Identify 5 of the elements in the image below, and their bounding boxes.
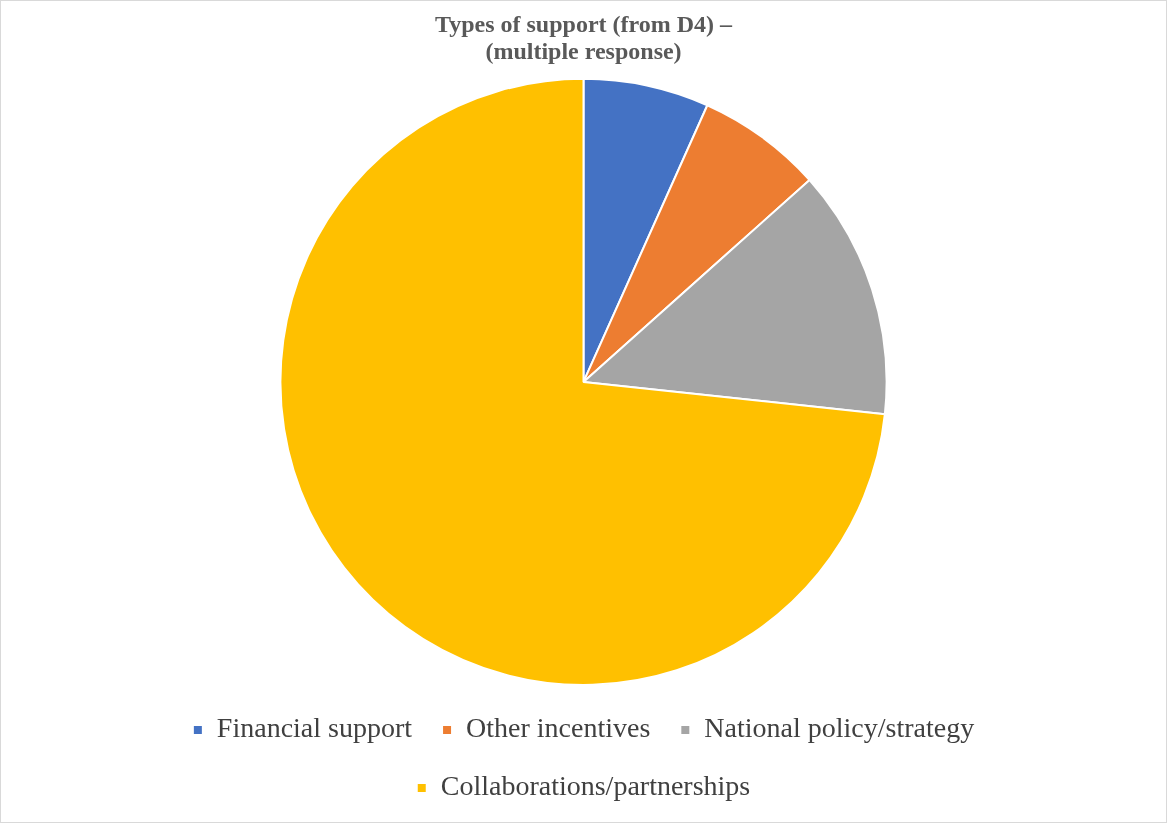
legend-label: National policy/strategy (704, 712, 975, 744)
chart-title: Types of support (from D4) – (multiple response) (434, 11, 734, 64)
legend-label: Collaborations/partnerships (440, 770, 751, 802)
legend-label: Other incentives (466, 712, 651, 744)
legend-label: Financial support (216, 712, 413, 744)
